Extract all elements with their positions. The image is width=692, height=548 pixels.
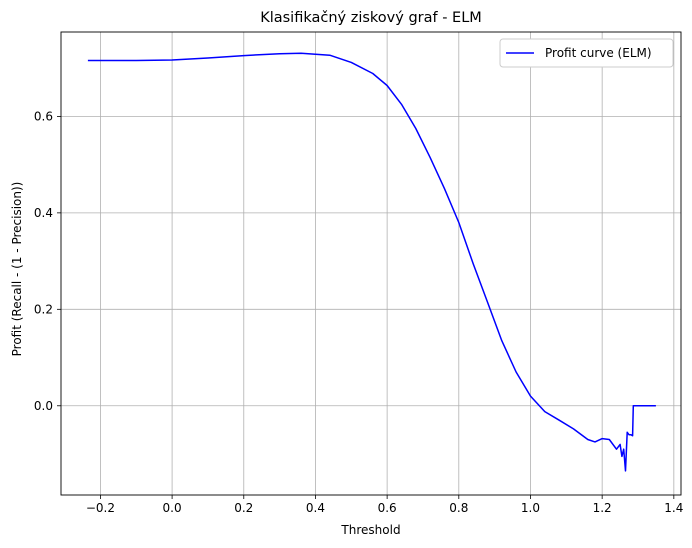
y-tick-label: 0.0: [34, 399, 53, 413]
y-axis-label: Profit (Recall - (1 - Precision)): [10, 182, 24, 357]
axis-ticks: −0.2 0.0 0.2 0.4 0.6 0.8 1.0 1.2 1.4 0.0 0.2 0.4 0.6: [34, 109, 683, 515]
grid-lines: [61, 32, 681, 495]
x-tick-label: 1.4: [664, 501, 683, 515]
x-tick-label: −0.2: [86, 501, 115, 515]
y-tick-label: 0.4: [34, 206, 53, 220]
x-tick-label: 1.2: [593, 501, 612, 515]
chart-title: Klasifikačný ziskový graf - ELM: [260, 10, 482, 26]
x-tick-label: 0.4: [306, 501, 325, 515]
x-tick-label: 0.8: [449, 501, 468, 515]
legend-entry-label: Profit curve (ELM): [545, 46, 652, 60]
plot-frame: [60, 31, 682, 496]
x-tick-label: 0.6: [378, 501, 397, 515]
x-tick-label: 0.0: [163, 501, 182, 515]
x-tick-label: 1.0: [521, 501, 540, 515]
profit-curve-line: [87, 52, 656, 472]
legend-box: [499, 38, 674, 68]
y-tick-label: 0.2: [34, 302, 53, 316]
legend: Profit curve (ELM): [499, 38, 674, 68]
y-tick-label: 0.6: [34, 109, 53, 123]
x-tick-label: 0.2: [234, 501, 253, 515]
x-axis-label: Threshold: [340, 523, 400, 537]
